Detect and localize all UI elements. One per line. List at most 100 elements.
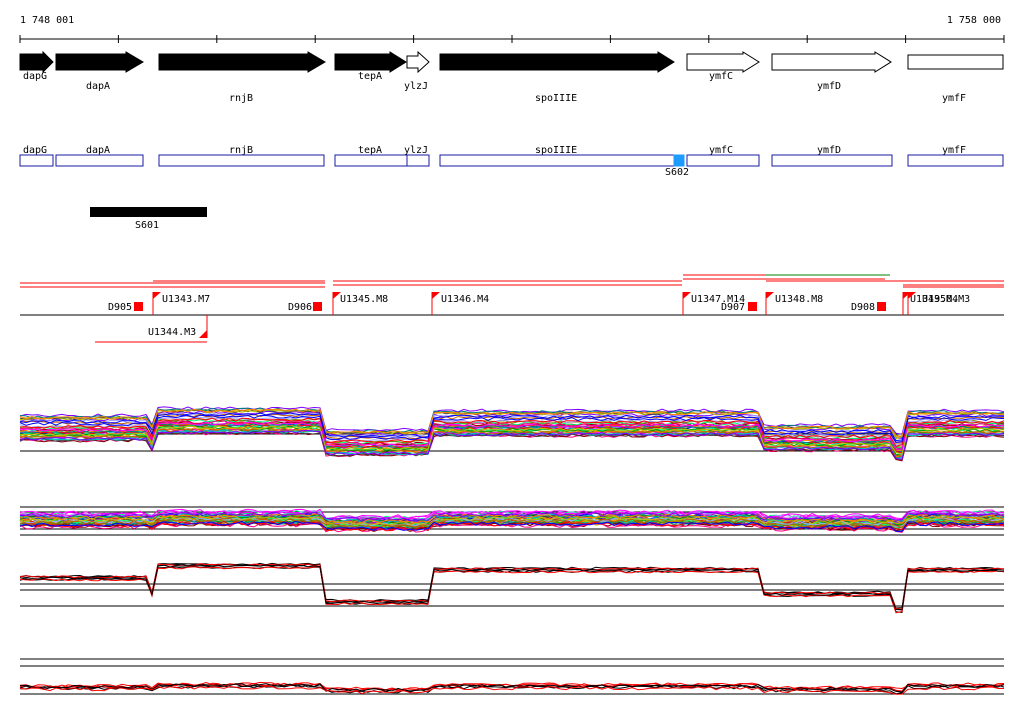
gene-label-spoIIIE: spoIIIE <box>535 93 577 104</box>
expression-series-line <box>19 562 1005 609</box>
genebox-label-rnjB: rnjB <box>229 145 253 156</box>
feature-S602-label: S602 <box>665 167 689 178</box>
gene-arrow-dapG[interactable] <box>19 50 54 74</box>
upshift-U1343-flag[interactable] <box>153 292 161 299</box>
expression-series-line <box>20 511 1005 522</box>
expression-series-line <box>19 412 1005 443</box>
downshift-D907-label: D907 <box>721 302 745 313</box>
expression-series-line <box>19 428 1004 458</box>
gene-arrow-rnjB[interactable] <box>158 51 326 73</box>
upshift-U1350-label: U1350.M3 <box>922 294 970 305</box>
ruler-ticks <box>19 35 1005 43</box>
upshift-U1346-flag[interactable] <box>432 292 440 299</box>
ruler-end-label: 1 758 000 <box>947 15 1001 26</box>
gene-label-dapG: dapG <box>23 71 47 82</box>
genebox-dapA-rect[interactable] <box>55 154 144 167</box>
upshift-U1345-flag[interactable] <box>333 292 341 299</box>
gene-ylzJ[interactable]: ylzJ <box>404 50 430 92</box>
expression-series-line <box>19 517 1005 529</box>
genebox-label-ymfD: ymfD <box>817 145 841 156</box>
upshift-U1348-flag[interactable] <box>766 292 774 299</box>
upshift-U1350[interactable]: U1350.M3 <box>907 292 970 315</box>
genebox-tepA-rect[interactable] <box>334 154 408 167</box>
genebox-ymfC[interactable]: ymfC <box>686 145 760 167</box>
upshift-U1344[interactable]: U1344.M3 <box>148 315 208 338</box>
gene-rnjB[interactable]: rnjB <box>158 51 326 104</box>
gene-arrow-tepA[interactable] <box>334 51 407 73</box>
expression-series-line <box>19 564 1005 610</box>
gene-dapG[interactable]: dapG <box>19 50 54 82</box>
upshift-U1350-flag[interactable] <box>908 292 916 299</box>
genebox-ymfF[interactable]: ymfF <box>907 145 1004 167</box>
gene-arrow-ylzJ[interactable] <box>406 50 430 74</box>
feature-S601-bar[interactable] <box>90 207 207 217</box>
downshift-D908-label: D908 <box>851 302 875 313</box>
downshift-D905-marker[interactable] <box>134 302 143 311</box>
genebox-rnjB[interactable]: rnjB <box>158 145 325 167</box>
gene-arrow-ymfF[interactable] <box>907 54 1004 70</box>
downshift-D907-marker[interactable] <box>748 302 757 311</box>
genebox-ymfC-rect[interactable] <box>686 154 760 167</box>
expression-series-line <box>19 685 1005 695</box>
upshift-U1349-label: U1349.M4 <box>910 294 958 305</box>
downshift-D908-marker[interactable] <box>877 302 886 311</box>
upshift-U1346-label: U1346.M4 <box>441 294 489 305</box>
expression-series-line <box>19 520 1005 532</box>
expression-series-line <box>19 425 1005 456</box>
genebox-ymfF-rect[interactable] <box>907 154 1004 167</box>
coordinate-ruler: 1 748 001 1 758 000 <box>19 15 1005 43</box>
feature-S602[interactable]: S602 <box>665 154 689 178</box>
expression-series-line <box>19 513 1005 524</box>
gene-ymfD[interactable]: ymfD <box>771 51 892 92</box>
expression-series-line <box>19 425 1005 456</box>
gene-arrow-spoIIIE[interactable] <box>439 51 675 73</box>
downshift-D906[interactable]: D906 <box>288 302 322 313</box>
gene-ymfF[interactable]: ymfF <box>907 54 1004 104</box>
genebox-spoIIIE[interactable]: spoIIIE <box>439 145 675 167</box>
gene-box-track: dapG dapA rnjB tepA ylzJ spoIIIE ymfC y <box>19 145 1004 178</box>
genebox-rnjB-rect[interactable] <box>158 154 325 167</box>
downshift-D906-marker[interactable] <box>313 302 322 311</box>
genebox-spoIIIE-rect[interactable] <box>439 154 675 167</box>
gene-tepA[interactable]: tepA <box>334 51 407 82</box>
expression-series-line <box>19 508 1005 520</box>
upshift-U1345[interactable]: U1345.M8 <box>332 292 388 315</box>
gene-dapA[interactable]: dapA <box>55 51 144 92</box>
upshift-U1345-label: U1345.M8 <box>340 294 388 305</box>
gene-label-rnjB: rnjB <box>229 93 253 104</box>
upshift-U1346[interactable]: U1346.M4 <box>431 292 489 315</box>
expression-series-line <box>19 414 1005 443</box>
downshift-D906-label: D906 <box>288 302 312 313</box>
expression-series-line <box>19 429 1005 460</box>
genebox-ylzJ-rect[interactable] <box>406 154 430 167</box>
gene-spoIIIE[interactable]: spoIIIE <box>439 51 675 104</box>
gene-label-ymfC: ymfC <box>709 71 733 82</box>
gene-ymfC[interactable]: ymfC <box>686 51 760 82</box>
feature-S602-marker[interactable] <box>673 154 685 167</box>
upshift-U1344-label: U1344.M3 <box>148 327 196 338</box>
genebox-ylzJ[interactable]: ylzJ <box>404 145 430 167</box>
upshift-U1347-flag[interactable] <box>683 292 691 299</box>
downshift-D905[interactable]: D905 <box>108 302 143 313</box>
genebox-dapG-rect[interactable] <box>19 154 54 167</box>
genebox-tepA[interactable]: tepA <box>334 145 408 167</box>
genebox-dapA[interactable]: dapA <box>55 145 144 167</box>
gene-arrow-dapA[interactable] <box>55 51 144 73</box>
genebox-ymfD[interactable]: ymfD <box>771 145 893 167</box>
downshift-D908[interactable]: D908 <box>851 302 886 313</box>
genebox-dapG[interactable]: dapG <box>19 145 54 167</box>
upshift-U1344-flag[interactable] <box>199 330 207 338</box>
upshift-U1348[interactable]: U1348.M8 <box>765 292 823 315</box>
genebox-ymfD-rect[interactable] <box>771 154 893 167</box>
gene-arrow-ymfC[interactable] <box>686 51 760 73</box>
gene-arrow-track: dapG dapA rnjB tepA ylzJ spoIIIE ymfC y <box>19 50 1004 104</box>
upshift-U1343[interactable]: U1343.M7 <box>152 292 210 315</box>
gene-arrow-ymfD[interactable] <box>771 51 892 73</box>
feature-S601[interactable]: S601 <box>90 207 207 231</box>
expression-panel-summary <box>19 562 1005 614</box>
downshift-D907[interactable]: D907 <box>721 302 757 313</box>
downshift-D905-label: D905 <box>108 302 132 313</box>
upshift-U1347-label: U1347.M14 <box>691 294 745 305</box>
upshift-U1347[interactable]: U1347.M14 <box>682 292 745 315</box>
